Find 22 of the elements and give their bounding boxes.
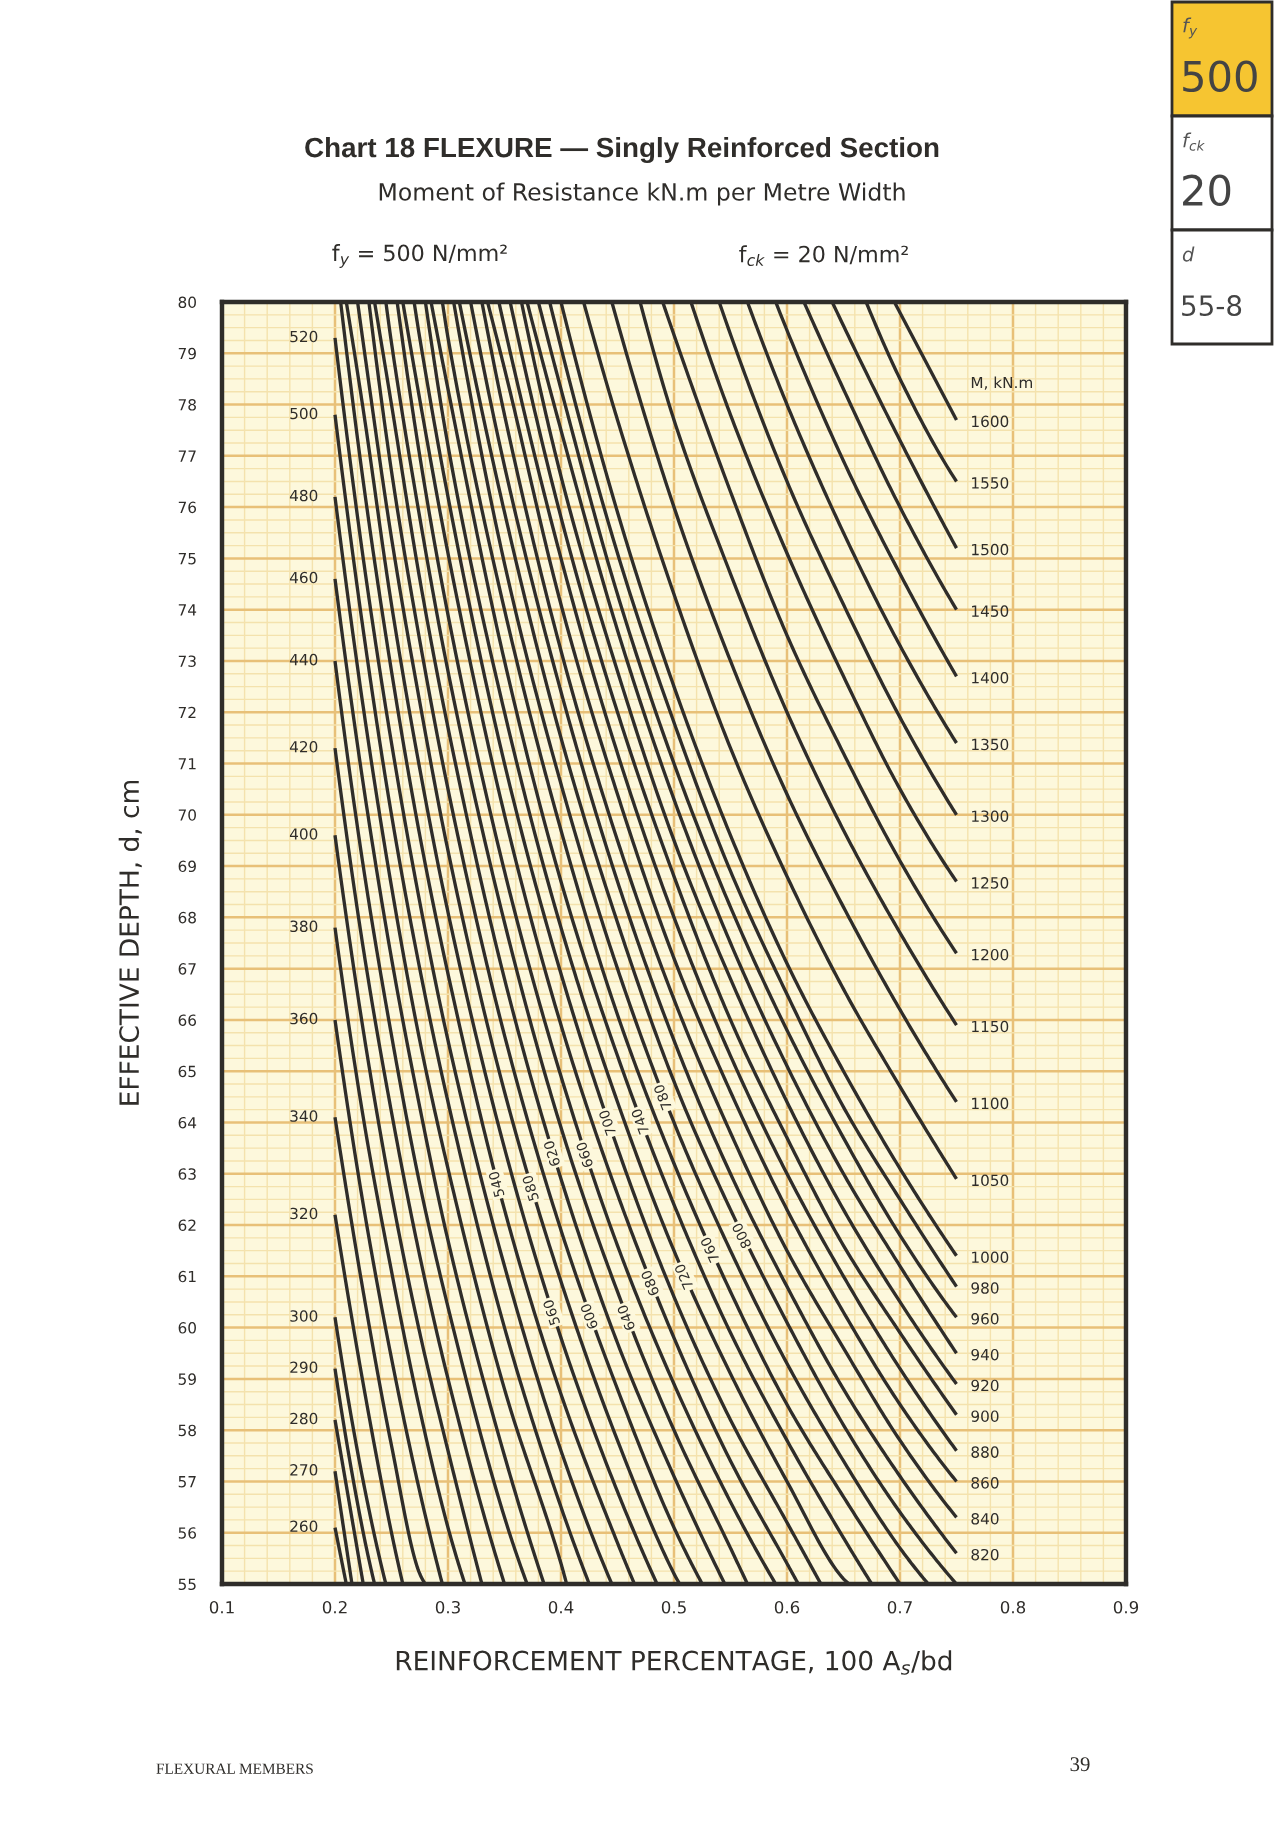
- y-axis-title: EFFECTIVE DEPTH, d, cm: [118, 780, 142, 1105]
- chart-subtitle: Moment of Resistance kN.m per Metre Width: [379, 182, 905, 206]
- x-tick-label: 0.3: [435, 1600, 460, 1614]
- x-tick-label: 0.2: [322, 1600, 347, 1614]
- x-tick-label: 0.1: [209, 1600, 234, 1614]
- x-axis-title: REINFORCEMENT PERCENTAGE, 100 A$_{s}$/bd: [396, 1650, 952, 1675]
- x-tick-label: 0.5: [661, 1600, 686, 1614]
- x-tick-label: 0.9: [1113, 1600, 1139, 1614]
- x-tick-label: 0.8: [1000, 1600, 1026, 1614]
- text: 20: [1183, 174, 1231, 207]
- x-tick-label: 0.4: [548, 1600, 574, 1614]
- chart-title: Chart 18 FLEXURE — Singly Reinforced Section: [305, 136, 939, 164]
- x-tick-label: 0.6: [774, 1600, 800, 1614]
- text: 39: [1070, 1757, 1090, 1772]
- text: 55-8: [1182, 295, 1242, 317]
- x-tick-label: 0.7: [887, 1600, 912, 1614]
- text: f$_{ck}$ = 20 N/mm²: [739, 245, 908, 266]
- text: f$_{y}$: [1183, 17, 1198, 39]
- text: 500: [1183, 60, 1257, 93]
- text: d: [1182, 246, 1195, 262]
- text: f$_{y}$ = 500 N/mm²: [332, 244, 507, 268]
- text: f$_{ck}$: [1183, 132, 1205, 151]
